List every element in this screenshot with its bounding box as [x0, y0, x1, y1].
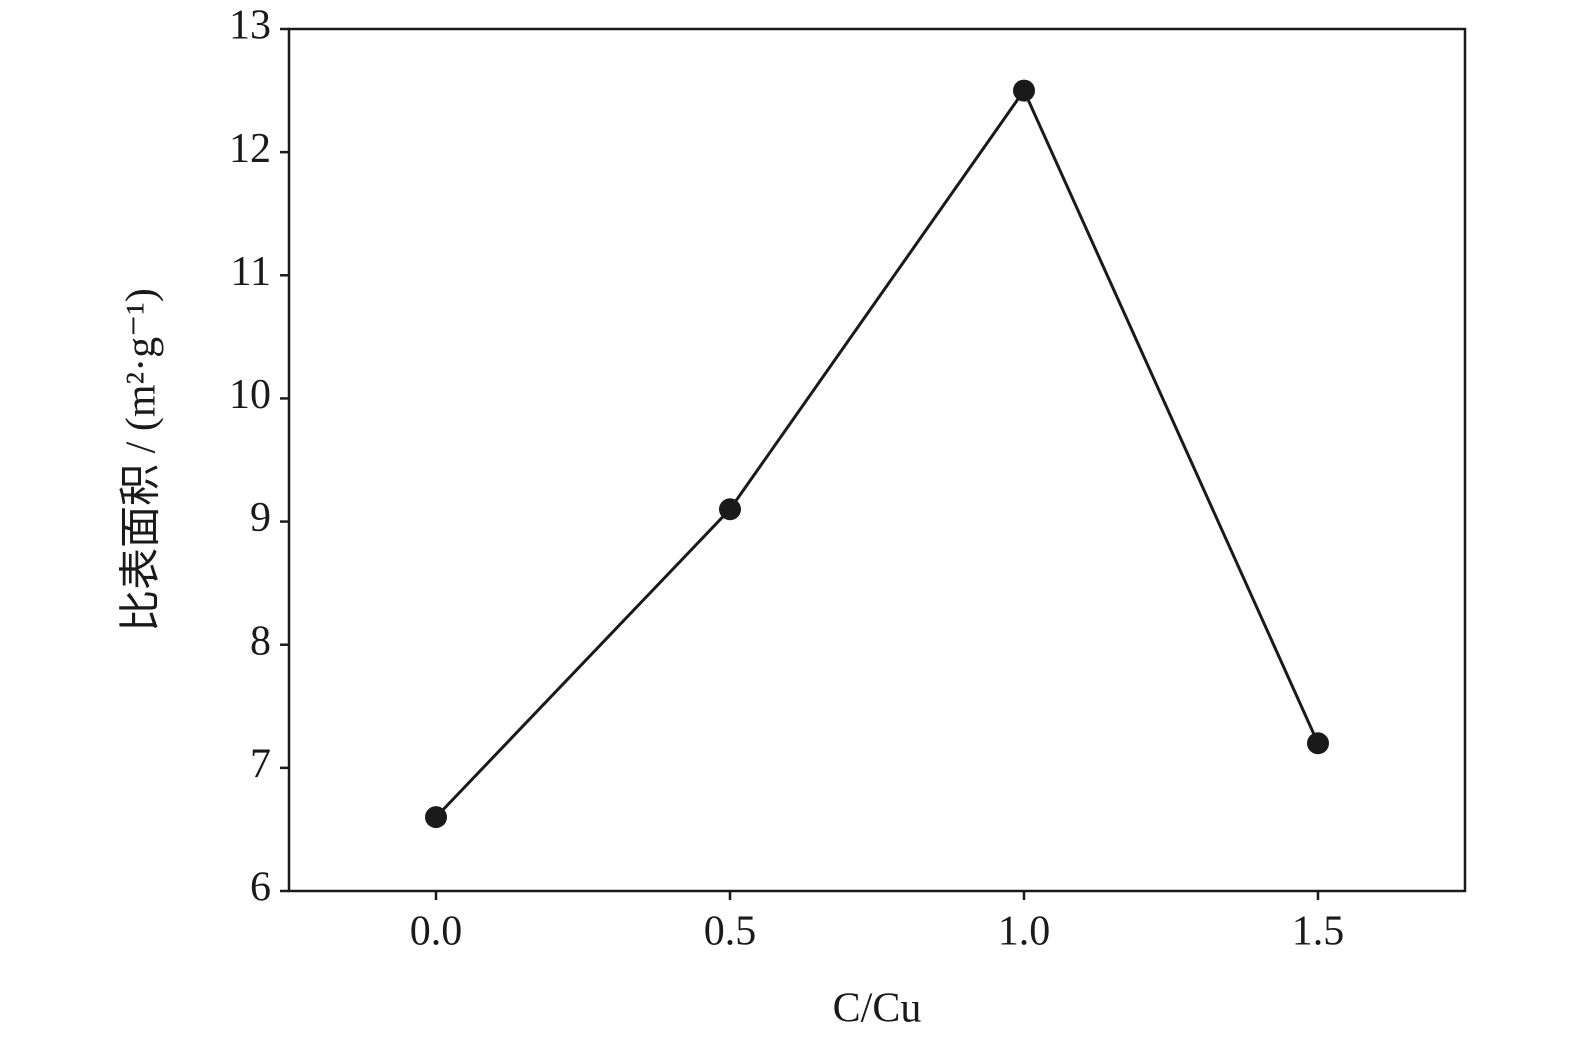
- y-tick-label: 12: [229, 126, 271, 172]
- data-point: [1307, 732, 1329, 755]
- y-tick-label: 10: [229, 372, 271, 418]
- y-tick-label: 8: [250, 618, 271, 664]
- y-tick-label: 9: [250, 495, 271, 541]
- data-point: [1013, 79, 1035, 102]
- x-tick-label: 0.5: [704, 909, 757, 955]
- x-tick-label: 1.5: [1292, 909, 1345, 955]
- y-tick-label: 6: [250, 865, 271, 911]
- x-tick-label: 0.0: [410, 909, 463, 955]
- y-tick-label: 13: [229, 3, 271, 49]
- data-point: [719, 498, 741, 521]
- data-point: [425, 806, 447, 829]
- y-tick-label: 11: [231, 249, 271, 295]
- y-axis-label: 比表面积 / (m²·g⁻¹): [119, 288, 165, 632]
- x-tick-label: 1.0: [998, 909, 1051, 955]
- data-line: [434, 87, 1320, 819]
- x-axis-label: C/Cu: [833, 986, 922, 1032]
- y-tick-label: 7: [250, 741, 271, 787]
- plot-frame: [287, 27, 1467, 893]
